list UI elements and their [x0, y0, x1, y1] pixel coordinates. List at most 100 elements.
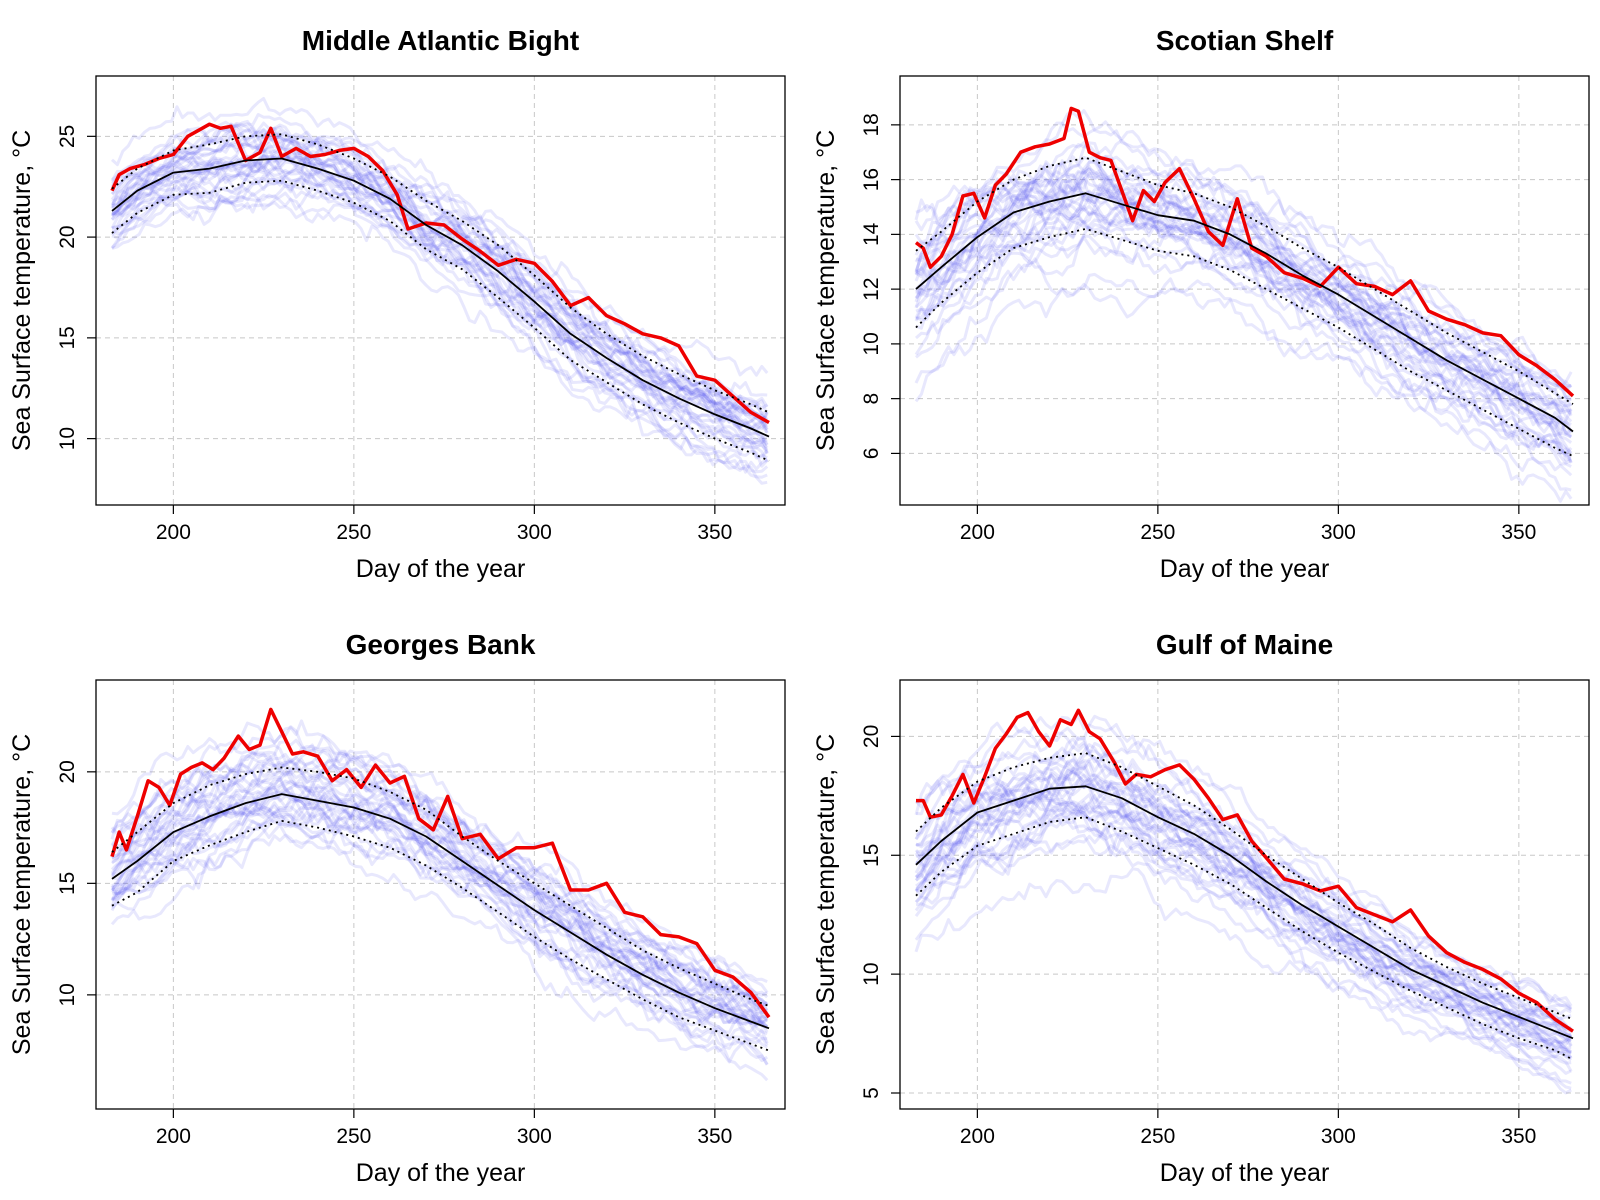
- history-series-line: [914, 765, 1573, 1033]
- history-traces: [914, 714, 1573, 1095]
- history-series-line: [914, 189, 1572, 465]
- history-series-line: [111, 191, 768, 485]
- history-series-line: [914, 120, 1573, 389]
- history-series-line: [110, 113, 768, 416]
- history-series-line: [111, 752, 769, 1007]
- climatology-series-line: [111, 793, 770, 1030]
- history-series-line: [914, 279, 1573, 503]
- history-series-line: [111, 130, 769, 424]
- history-series-line: [110, 805, 769, 1028]
- history-series-line: [111, 97, 769, 377]
- history-traces: [110, 719, 769, 1082]
- history-series-line: [914, 722, 1572, 1016]
- plot-frame: [899, 75, 1590, 506]
- history-series-line: [915, 770, 1572, 1021]
- history-series-line: [915, 773, 1572, 1033]
- history-series-line: [914, 800, 1572, 1065]
- y-tick-label: 10: [56, 427, 79, 450]
- history-series-line: [110, 805, 768, 1034]
- history-series-line: [914, 259, 1572, 492]
- history-series-line: [915, 190, 1573, 464]
- history-series-line: [914, 184, 1572, 415]
- x-tick-label: 350: [1501, 521, 1536, 544]
- history-series-line: [915, 138, 1572, 388]
- x-tick-label: 250: [336, 1125, 371, 1148]
- history-series-line: [110, 833, 769, 1082]
- history-series-line: [111, 153, 769, 449]
- x-axis-label: Day of the year: [1160, 555, 1330, 583]
- chart-title: Scotian Shelf: [1156, 25, 1334, 56]
- history-series-line: [914, 794, 1572, 1050]
- y-tick-label: 16: [860, 168, 883, 191]
- history-series-line: [111, 128, 769, 431]
- history-series-line: [914, 810, 1572, 1054]
- history-series-line: [915, 220, 1572, 462]
- history-series-line: [914, 183, 1573, 444]
- history-series-line: [110, 797, 768, 1026]
- history-series-line: [111, 792, 769, 1026]
- series-lines: [914, 106, 1575, 457]
- y-axis-label: Sea Surface temperature, °C: [8, 734, 36, 1055]
- history-series-line: [915, 211, 1573, 455]
- plot-frame: [899, 679, 1590, 1110]
- history-series-line: [111, 796, 769, 1066]
- history-series-line: [110, 803, 769, 1044]
- history-series-line: [111, 162, 769, 454]
- y-tick-label: 10: [860, 332, 883, 355]
- observed-series-line: [110, 122, 770, 425]
- y-axis-label: Sea Surface temperature, °C: [812, 734, 840, 1055]
- history-series-line: [914, 799, 1572, 1062]
- lower-bound-series-line: [111, 179, 770, 462]
- history-series-line: [111, 176, 769, 468]
- x-tick-label: 200: [156, 521, 191, 544]
- history-series-line: [914, 809, 1572, 1090]
- history-series-line: [111, 776, 768, 1025]
- history-series-line: [915, 723, 1573, 1010]
- history-series-line: [110, 189, 769, 474]
- plot-frame: [95, 75, 786, 506]
- history-series-line: [915, 163, 1573, 392]
- history-series-line: [111, 160, 769, 452]
- history-series-line: [914, 797, 1572, 1036]
- chart-title: Gulf of Maine: [1156, 629, 1333, 660]
- observed-series-line: [110, 707, 771, 1019]
- history-series-line: [110, 160, 769, 434]
- x-tick-label: 250: [1140, 521, 1175, 544]
- chart-panel: 200 250 300 350 10 15 20 Georges Bank Day of the…: [8, 629, 786, 1187]
- lower-bound-series-line: [915, 228, 1574, 457]
- history-series-line: [914, 235, 1572, 468]
- climatology-series-line: [915, 192, 1574, 433]
- history-series-line: [914, 760, 1573, 1046]
- observed-series-line: [914, 106, 1575, 398]
- y-tick-label: 10: [56, 983, 79, 1006]
- plot-frame: [95, 679, 786, 1110]
- history-series-line: [914, 200, 1573, 434]
- history-series-line: [915, 793, 1573, 1048]
- history-series-line: [914, 141, 1572, 401]
- history-series-line: [914, 204, 1572, 458]
- history-series-line: [915, 212, 1573, 464]
- history-series-line: [111, 136, 768, 431]
- upper-bound-series-line: [915, 156, 1574, 405]
- history-series-line: [111, 767, 768, 1015]
- history-series-line: [915, 819, 1572, 1075]
- history-series-line: [915, 743, 1572, 1043]
- history-series-line: [110, 140, 769, 431]
- history-series-line: [914, 812, 1573, 1059]
- y-tick-label: 18: [860, 113, 883, 136]
- chart-panel: 200 250 300 350 10 15 20 25 Middle Atlantic Bigh…: [8, 25, 786, 583]
- y-tick-label: 15: [860, 844, 883, 867]
- y-tick-label: 15: [56, 872, 79, 895]
- history-series-line: [110, 197, 768, 479]
- history-series-line: [914, 188, 1573, 456]
- grid: [900, 680, 1589, 1109]
- history-series-line: [111, 775, 769, 1028]
- history-series-line: [915, 761, 1572, 1031]
- history-series-line: [914, 798, 1573, 1059]
- history-series-line: [110, 743, 769, 999]
- upper-bound-series-line: [111, 766, 770, 1007]
- x-tick-label: 350: [1501, 1125, 1536, 1148]
- history-series-line: [110, 779, 768, 1017]
- history-series-line: [111, 817, 769, 1063]
